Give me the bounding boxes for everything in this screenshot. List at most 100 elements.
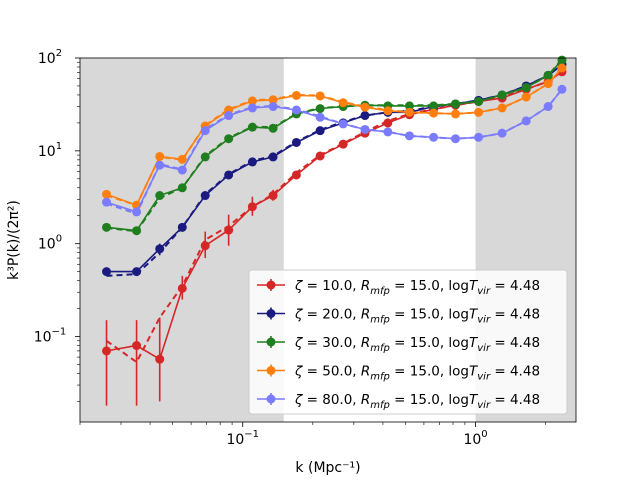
series-4-point-14 [429,132,439,142]
plot-frame [79,57,577,423]
series-1-point-3 [177,222,187,232]
series-3-point-17 [497,103,507,113]
series-4-point-11 [360,124,370,134]
series-4-point-5 [224,111,234,121]
series-3-point-13 [404,107,414,117]
series-layer [102,55,567,406]
series-4-point-2 [155,160,165,170]
series-4-point-19 [543,102,553,112]
series-4-point-13 [404,131,414,141]
series-4-point-9 [315,112,325,122]
series-1-point-5 [224,170,234,180]
series-4-point-16 [474,132,484,142]
series-3-point-0 [102,189,112,199]
series-3-point-9 [315,91,325,101]
series-1-point-8 [291,137,301,147]
series-1-point-9 [315,126,325,136]
series-2-point-4 [200,152,210,162]
series-1-point-11 [360,111,370,121]
series-3-point-12 [383,106,393,116]
series-0-point-3 [177,283,187,293]
legend-label-1: ζ = 20.0, Rmfp = 15.0, logTvir = 4.48 [294,307,540,326]
series-2-point-0 [102,222,112,232]
series-2-point-3 [177,183,187,193]
series-3 [102,63,567,210]
series-0-point-12 [383,118,393,128]
series-3-point-18 [521,92,531,102]
series-2-point-7 [268,123,278,133]
series-4-point-18 [521,116,531,126]
series-0-point-9 [315,151,325,161]
series-4-point-6 [247,103,257,113]
series-1-point-7 [268,152,278,162]
series-3-point-16 [474,107,484,117]
series-3-point-2 [155,151,165,161]
series-3-point-8 [291,90,301,100]
legend-item-3: ζ = 50.0, Rmfp = 15.0, logTvir = 4.48 [257,364,540,383]
series-4-point-15 [451,134,461,144]
series-0-point-10 [338,139,348,149]
legend-marker-1 [266,309,276,318]
series-2-point-19 [543,70,553,80]
series-2-point-5 [224,134,234,144]
series-1-point-6 [247,157,257,167]
series-0-point-0 [102,346,112,356]
series-4-point-0 [102,197,112,207]
series-2-point-20 [557,55,567,65]
series-4-point-20 [557,84,567,94]
series-4-point-3 [177,165,187,175]
series-4-point-8 [291,105,301,115]
series-4-point-1 [132,207,142,217]
series-3-point-20 [557,63,567,73]
legend-marker-3 [266,366,276,375]
series-3-point-7 [268,95,278,105]
x-axis-label: k (Mpc⁻¹) [295,460,360,476]
series-4-point-7 [268,102,278,112]
series-2-point-16 [474,96,484,106]
series-3-point-15 [451,109,461,119]
series-2-point-2 [155,191,165,201]
legend-label-4: ζ = 80.0, Rmfp = 15.0, logTvir = 4.48 [294,392,540,411]
legend-item-0: ζ = 10.0, Rmfp = 15.0, logTvir = 4.48 [257,278,540,297]
series-1-point-2 [155,244,165,254]
series-4-point-17 [497,128,507,138]
legend-marker-4 [266,394,276,404]
legend-item-1: ζ = 20.0, Rmfp = 15.0, logTvir = 4.48 [257,307,540,326]
series-4-point-12 [383,127,393,137]
legend-marker-0 [266,280,276,290]
series-2-point-15 [451,99,461,109]
series-1-point-4 [200,191,210,201]
series-2-point-18 [521,83,531,93]
series-2-point-1 [132,226,142,236]
legend-label-2: ζ = 30.0, Rmfp = 15.0, logTvir = 4.48 [294,335,540,354]
series-3-point-6 [247,96,257,106]
y-axis-label: k³P(k)/(2π²) [6,200,22,280]
legend-item-4: ζ = 80.0, Rmfp = 15.0, logTvir = 4.48 [257,392,540,411]
series-3-point-3 [177,154,187,164]
series-4-point-4 [200,126,210,136]
series-0-point-8 [291,170,301,180]
legend-marker-2 [266,337,276,347]
series-3-point-10 [338,98,348,108]
series-0-point-2 [155,354,165,364]
series-3-point-19 [543,79,553,89]
legend-label-0: ζ = 10.0, Rmfp = 15.0, logTvir = 4.48 [294,278,540,297]
series-2-point-14 [429,101,439,111]
series-2-point-6 [247,122,257,132]
series-0-point-6 [247,202,257,212]
series-2-point-17 [497,90,507,100]
legend: ζ = 10.0, Rmfp = 15.0, logTvir = 4.48 ζ =… [248,269,568,415]
series-2-point-9 [315,104,325,114]
series-1-point-0 [102,267,112,277]
legend-label-3: ζ = 50.0, Rmfp = 15.0, logTvir = 4.48 [294,364,540,383]
series-3-point-11 [360,102,370,112]
series-0-point-4 [200,241,210,251]
series-1-point-1 [132,267,142,277]
series-4-point-10 [338,119,348,129]
series-4 [102,84,567,217]
legend-box [248,269,568,415]
series-0-point-7 [268,191,278,201]
series-2-point-13 [404,101,414,111]
series-0-point-5 [224,225,234,235]
